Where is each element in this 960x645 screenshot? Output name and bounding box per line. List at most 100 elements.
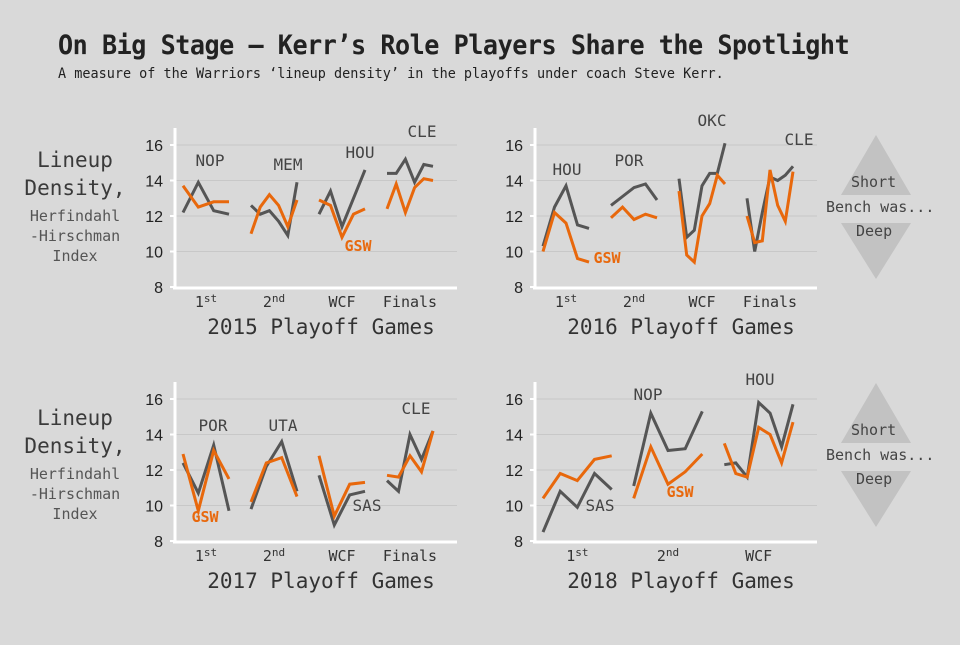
gsw-line — [541, 209, 590, 264]
x-tick-label: 1st — [195, 546, 217, 565]
ylabel-line4: -Hirschman — [29, 485, 121, 503]
opponent-line-sas — [541, 471, 613, 533]
opponent-label: HOU — [746, 370, 775, 389]
ylabel-line3: Herfindahl — [29, 207, 121, 225]
y-tick-label: 14 — [505, 174, 523, 191]
bench-legend-bottom: Short Bench was... Deep — [820, 383, 950, 533]
opponent-label: HOU — [346, 143, 375, 162]
opponent-label: OKC — [698, 111, 727, 130]
legend-triangles — [841, 135, 911, 279]
opponent-label: SAS — [586, 496, 615, 515]
y-tick-label: 12 — [145, 209, 163, 226]
ylabel-line4: -Hirschman — [29, 227, 121, 245]
x-axis-title: 2016 Playoff Games — [567, 315, 795, 339]
x-tick-label: Finals — [743, 293, 797, 311]
short-triangle-icon — [841, 135, 911, 195]
y-tick-label: 12 — [505, 463, 523, 480]
x-tick-label: 1st — [195, 292, 217, 311]
y-tick-label: 8 — [154, 280, 163, 297]
opponent-label: MEM — [274, 155, 303, 174]
legend-short: Short — [851, 173, 897, 191]
opponent-line-mem — [249, 182, 299, 240]
x-tick-label: WCF — [745, 547, 772, 565]
y-tick-label: 14 — [145, 428, 163, 445]
opponent-line-por — [610, 182, 659, 207]
chart-title: On Big Stage – Kerr’s Role Players Share… — [58, 30, 850, 61]
opponent-label: CLE — [785, 130, 814, 149]
gsw-line — [722, 421, 795, 480]
gsw-line — [249, 192, 299, 235]
y-tick-label: 12 — [505, 209, 523, 226]
opponent-line-uta — [249, 438, 299, 510]
ylabel-line1: Lineup — [37, 148, 113, 172]
x-tick-label: 2nd — [657, 546, 679, 565]
ylabel-line3: Herfindahl — [29, 465, 121, 483]
y-tick-label: 8 — [514, 280, 523, 297]
y-axis-label-top: Lineup Density, Herfindahl -Hirschman In… — [10, 146, 140, 266]
x-tick-label: WCF — [328, 547, 355, 565]
opponent-label: POR — [615, 151, 644, 170]
gsw-line — [249, 455, 299, 503]
opponent-line-cle — [387, 155, 434, 186]
legend-deep: Deep — [856, 222, 893, 240]
x-axis-title: 2017 Playoff Games — [207, 569, 435, 593]
x-tick-label: 1st — [566, 546, 588, 565]
gsw-line — [385, 177, 434, 218]
gsw-line — [541, 454, 613, 500]
opponent-label: CLE — [402, 399, 431, 418]
x-tick-label: WCF — [688, 293, 715, 311]
gsw-label: GSW — [666, 483, 694, 501]
short-triangle-icon — [841, 383, 911, 443]
x-tick-label: 2nd — [263, 292, 285, 311]
y-tick-label: 8 — [514, 534, 523, 551]
gsw-line — [181, 446, 231, 517]
gsw-line — [632, 442, 704, 499]
opponent-line-nop — [632, 408, 704, 487]
y-tick-label: 12 — [145, 463, 163, 480]
ylabel-line2: Density, — [24, 176, 126, 200]
opponent-label: SAS — [353, 496, 382, 515]
gsw-label: GSW — [593, 249, 621, 267]
y-tick-label: 10 — [145, 499, 163, 516]
x-axis-title: 2018 Playoff Games — [567, 569, 795, 593]
gsw-line — [386, 430, 435, 479]
x-tick-label: Finals — [383, 547, 437, 565]
x-tick-label: Finals — [383, 293, 437, 311]
opponent-line-nop — [181, 179, 230, 216]
y-tick-label: 8 — [154, 534, 163, 551]
gsw-label: GSW — [344, 237, 372, 255]
deep-triangle-icon — [841, 471, 911, 527]
y-tick-label: 16 — [145, 392, 163, 409]
x-tick-label: 2nd — [623, 292, 645, 311]
x-axis-title: 2015 Playoff Games — [207, 315, 435, 339]
y-axis-label-bottom: Lineup Density, Herfindahl -Hirschman In… — [10, 404, 140, 524]
opponent-label: HOU — [553, 160, 582, 179]
gsw-line — [318, 198, 366, 242]
gsw-line — [745, 169, 795, 245]
opponent-line-cle — [385, 429, 435, 495]
y-tick-label: 14 — [145, 174, 163, 191]
opponent-label: NOP — [634, 385, 663, 404]
opponent-line-hou — [724, 399, 795, 481]
legend-bench-was: Bench was... — [826, 446, 935, 464]
ylabel-line1: Lineup — [37, 406, 113, 430]
ylabel-line5: Index — [52, 505, 98, 523]
opponent-label: UTA — [269, 416, 298, 435]
y-tick-label: 10 — [505, 245, 523, 262]
legend-bench-was: Bench was... — [826, 198, 935, 216]
x-tick-label: 1st — [555, 292, 577, 311]
gsw-line — [181, 184, 229, 209]
y-tick-label: 16 — [505, 138, 523, 155]
gsw-line — [609, 204, 658, 222]
x-tick-label: 2nd — [263, 546, 285, 565]
bench-legend-top: Short Bench was... Deep — [820, 135, 950, 285]
legend-short: Short — [851, 421, 897, 439]
opponent-label: CLE — [408, 122, 437, 141]
x-tick-label: WCF — [328, 293, 355, 311]
y-tick-label: 14 — [505, 428, 523, 445]
gsw-line — [317, 455, 366, 521]
opponent-line-hou — [317, 169, 367, 231]
opponent-label: POR — [199, 416, 228, 435]
y-tick-label: 16 — [145, 138, 163, 155]
